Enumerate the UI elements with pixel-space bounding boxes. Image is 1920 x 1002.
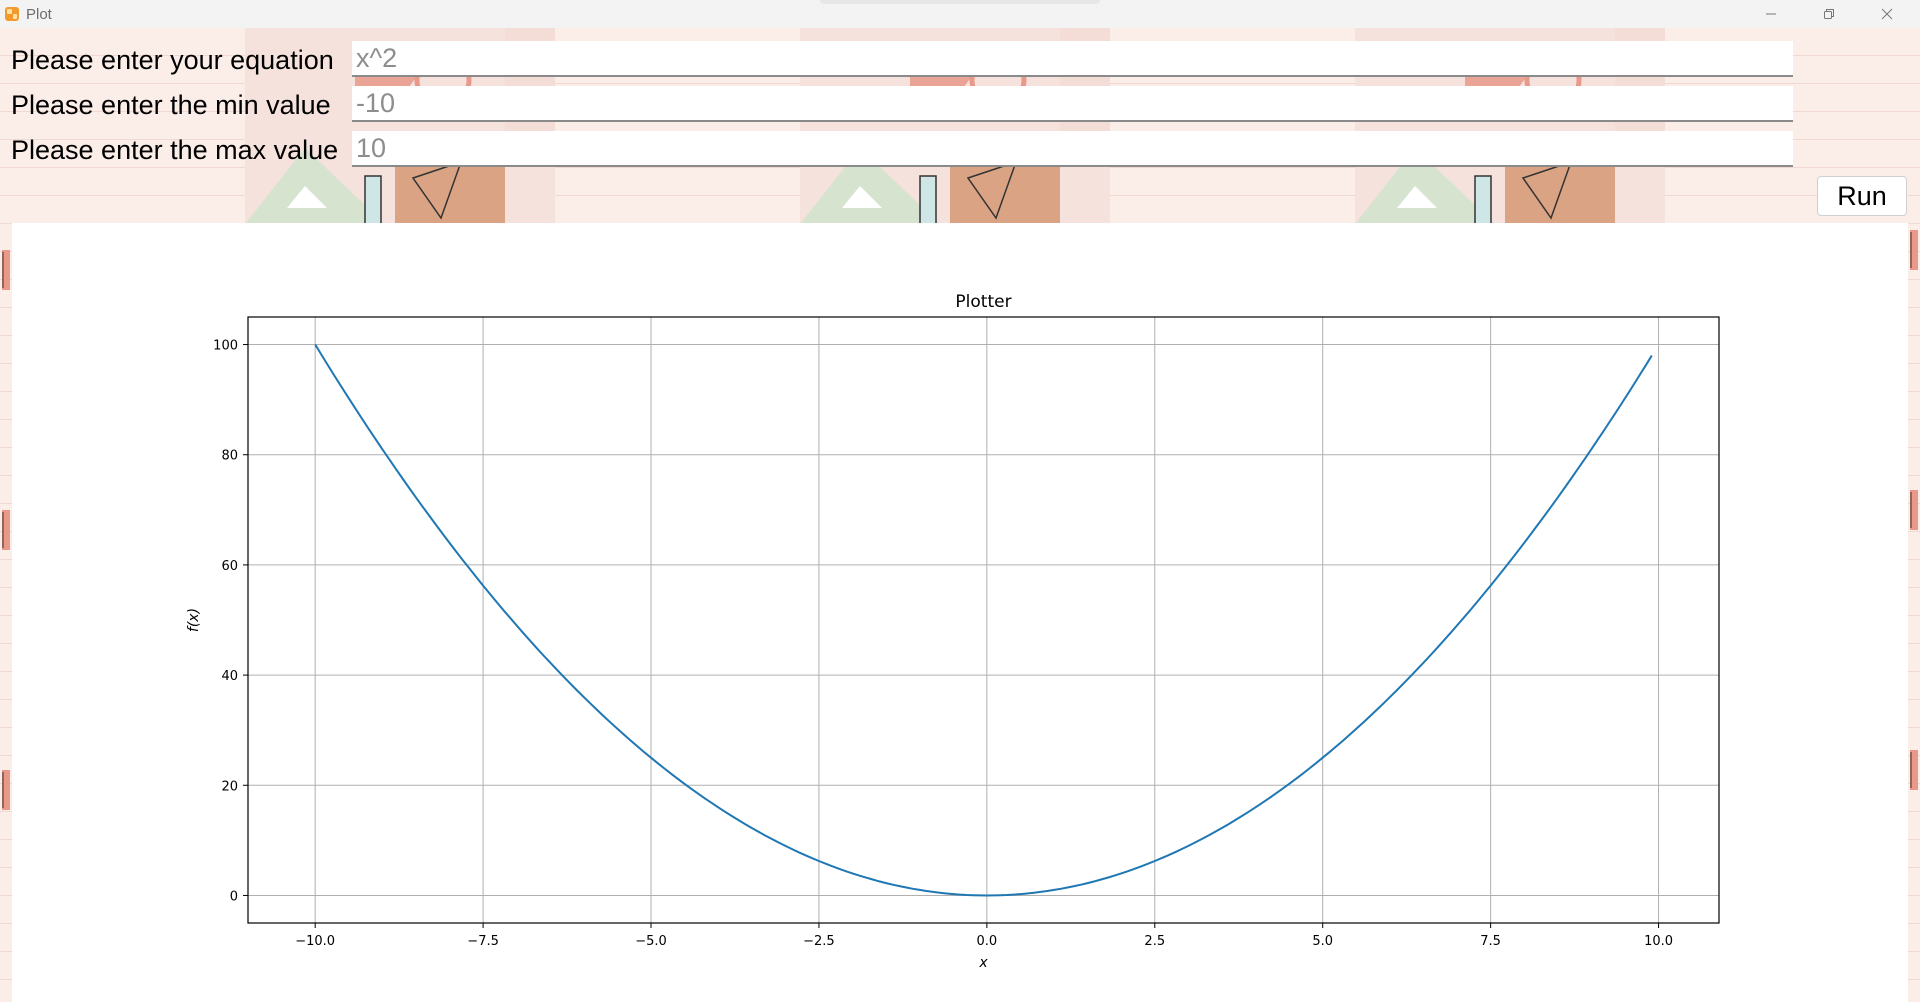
x-tick-label: 10.0 [1644,934,1673,949]
max-value-label: Please enter the max value [11,135,339,165]
y-tick-label: 40 [221,669,238,684]
min-value-input[interactable] [352,86,1793,122]
grid-lines [248,317,1719,923]
title-bar: Plot [0,0,1920,28]
y-tick-label: 80 [221,449,238,464]
x-tick-label: −10.0 [295,934,335,949]
close-icon [1881,8,1893,20]
max-value-input[interactable] [352,131,1793,167]
x-tick-label: −2.5 [803,934,835,949]
y-tick-label: 60 [221,559,238,574]
axis-ticks: −10.0 −7.5 −5.0 −2.5 0.0 2.5 5.0 7.5 10.0 0 20 40 60… [213,339,1673,949]
x-tick-label: 0.0 [977,934,998,949]
x-tick-label: 2.5 [1144,934,1165,949]
equation-input[interactable] [352,41,1793,77]
plot-canvas: −10.0 −7.5 −5.0 −2.5 0.0 2.5 5.0 7.5 10.0 0 20 40 60… [12,223,1908,1002]
x-tick-label: −7.5 [467,934,499,949]
minimize-icon [1766,13,1776,15]
y-tick-label: 0 [230,889,238,904]
background-pattern-edge [0,500,12,560]
equation-label: Please enter your equation [11,45,334,75]
x-tick-label: 7.5 [1480,934,1501,949]
series-line [314,343,1653,897]
restore-button[interactable] [1800,0,1858,28]
max-value-row: Please enter the max value [0,130,1800,170]
window-title: Plot [26,5,52,23]
background-pattern-edge [1908,220,1920,280]
background-pattern-edge [0,760,12,820]
axes-frame [247,316,1720,924]
y-tick-label: 20 [221,779,238,794]
background-pattern-edge [1908,740,1920,800]
min-value-row: Please enter the min value [0,85,1800,125]
y-axis-label: f(x) [186,608,202,632]
chart-title: Plotter [955,292,1011,312]
restore-icon [1824,9,1834,19]
background-pattern-edge [0,240,12,300]
title-bar-notch [820,0,1100,4]
min-value-label: Please enter the min value [11,90,331,120]
plot-app-icon [4,6,20,22]
equation-row: Please enter your equation [0,40,1800,80]
background-pattern-edge [1908,480,1920,540]
minimize-button[interactable] [1742,0,1800,28]
x-tick-label: 5.0 [1312,934,1333,949]
close-button[interactable] [1858,0,1916,28]
x-axis-label: x [978,955,988,971]
run-button[interactable]: Run [1817,176,1907,216]
x-tick-label: −5.0 [635,934,667,949]
plot-chart: −10.0 −7.5 −5.0 −2.5 0.0 2.5 5.0 7.5 10.0 0 20 40 60… [186,292,1720,971]
y-tick-label: 100 [213,339,238,354]
